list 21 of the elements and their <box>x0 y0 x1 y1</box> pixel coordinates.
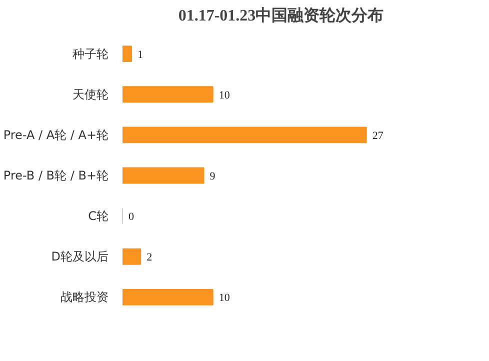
bar <box>122 86 214 103</box>
bar <box>122 126 367 144</box>
bar <box>122 288 214 306</box>
data-label: 27 <box>372 130 384 142</box>
y-tick-label: Pre-A / A轮 / A+轮 <box>3 128 108 142</box>
bar <box>122 167 204 184</box>
y-tick-label: C轮 <box>88 209 109 224</box>
data-label: 10 <box>218 89 230 102</box>
data-label: 9 <box>210 170 216 182</box>
y-tick-label: 战略投资 <box>60 290 108 304</box>
y-tick-label: Pre-B / B轮 / B+轮 <box>3 168 108 182</box>
y-tick-label: 种子轮 <box>72 46 108 61</box>
data-label: 2 <box>146 252 152 264</box>
bar <box>122 248 142 265</box>
data-label: 1 <box>138 48 144 61</box>
y-tick-label: D轮及以后 <box>51 250 109 264</box>
data-label: 0 <box>128 211 134 224</box>
data-label: 10 <box>218 292 230 304</box>
y-tick-label: 天使轮 <box>72 87 108 102</box>
chart-title: 01.17-01.23中国融资轮次分布 <box>178 6 384 24</box>
bar <box>122 46 132 62</box>
